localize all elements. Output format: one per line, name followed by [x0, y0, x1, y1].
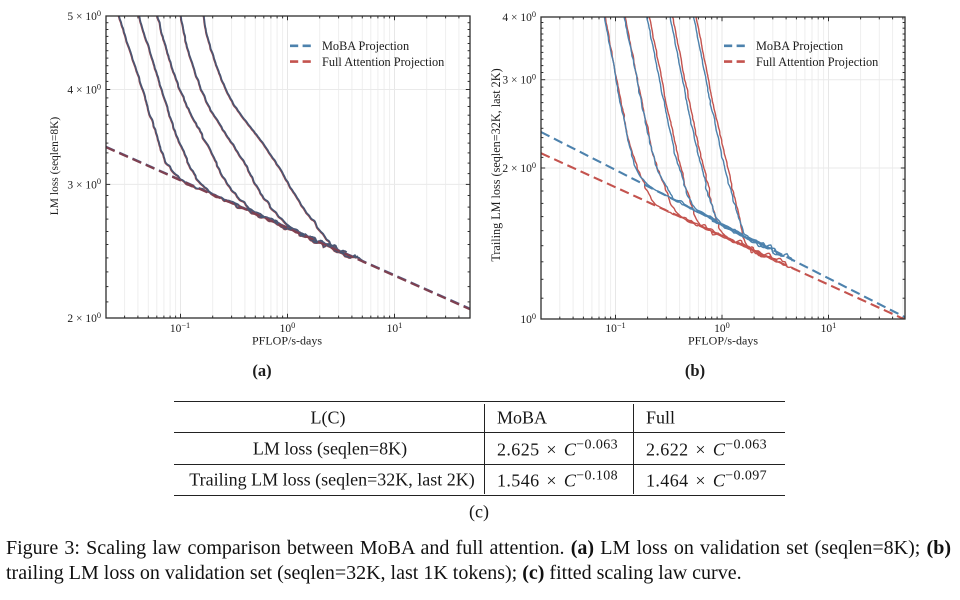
svg-text:5 × 100: 5 × 100: [67, 9, 101, 23]
svg-text:2 × 100: 2 × 100: [502, 161, 536, 175]
svg-text:3 × 100: 3 × 100: [502, 72, 536, 86]
svg-text:3 × 100: 3 × 100: [67, 177, 101, 191]
svg-text:Full Attention Projection: Full Attention Projection: [756, 55, 878, 69]
svg-text:MoBA Projection: MoBA Projection: [322, 39, 409, 53]
svg-text:MoBA Projection: MoBA Projection: [756, 39, 843, 53]
svg-text:4 × 100: 4 × 100: [67, 82, 101, 96]
svg-text:PFLOP/s-days: PFLOP/s-days: [688, 333, 758, 347]
svg-text:4 × 100: 4 × 100: [502, 10, 536, 24]
svg-text:Full Attention Projection: Full Attention Projection: [322, 55, 444, 69]
svg-text:PFLOP/s-days: PFLOP/s-days: [252, 333, 322, 347]
svg-text:(a): (a): [252, 361, 271, 380]
svg-text:2 × 100: 2 × 100: [67, 311, 101, 325]
svg-text:LM loss (seqlen=8K): LM loss (seqlen=8K): [49, 117, 61, 216]
svg-text:Trailing LM loss (seqlen=32K,: Trailing LM loss (seqlen=32K, last 2K): [489, 68, 503, 261]
svg-text:(b): (b): [685, 361, 705, 380]
